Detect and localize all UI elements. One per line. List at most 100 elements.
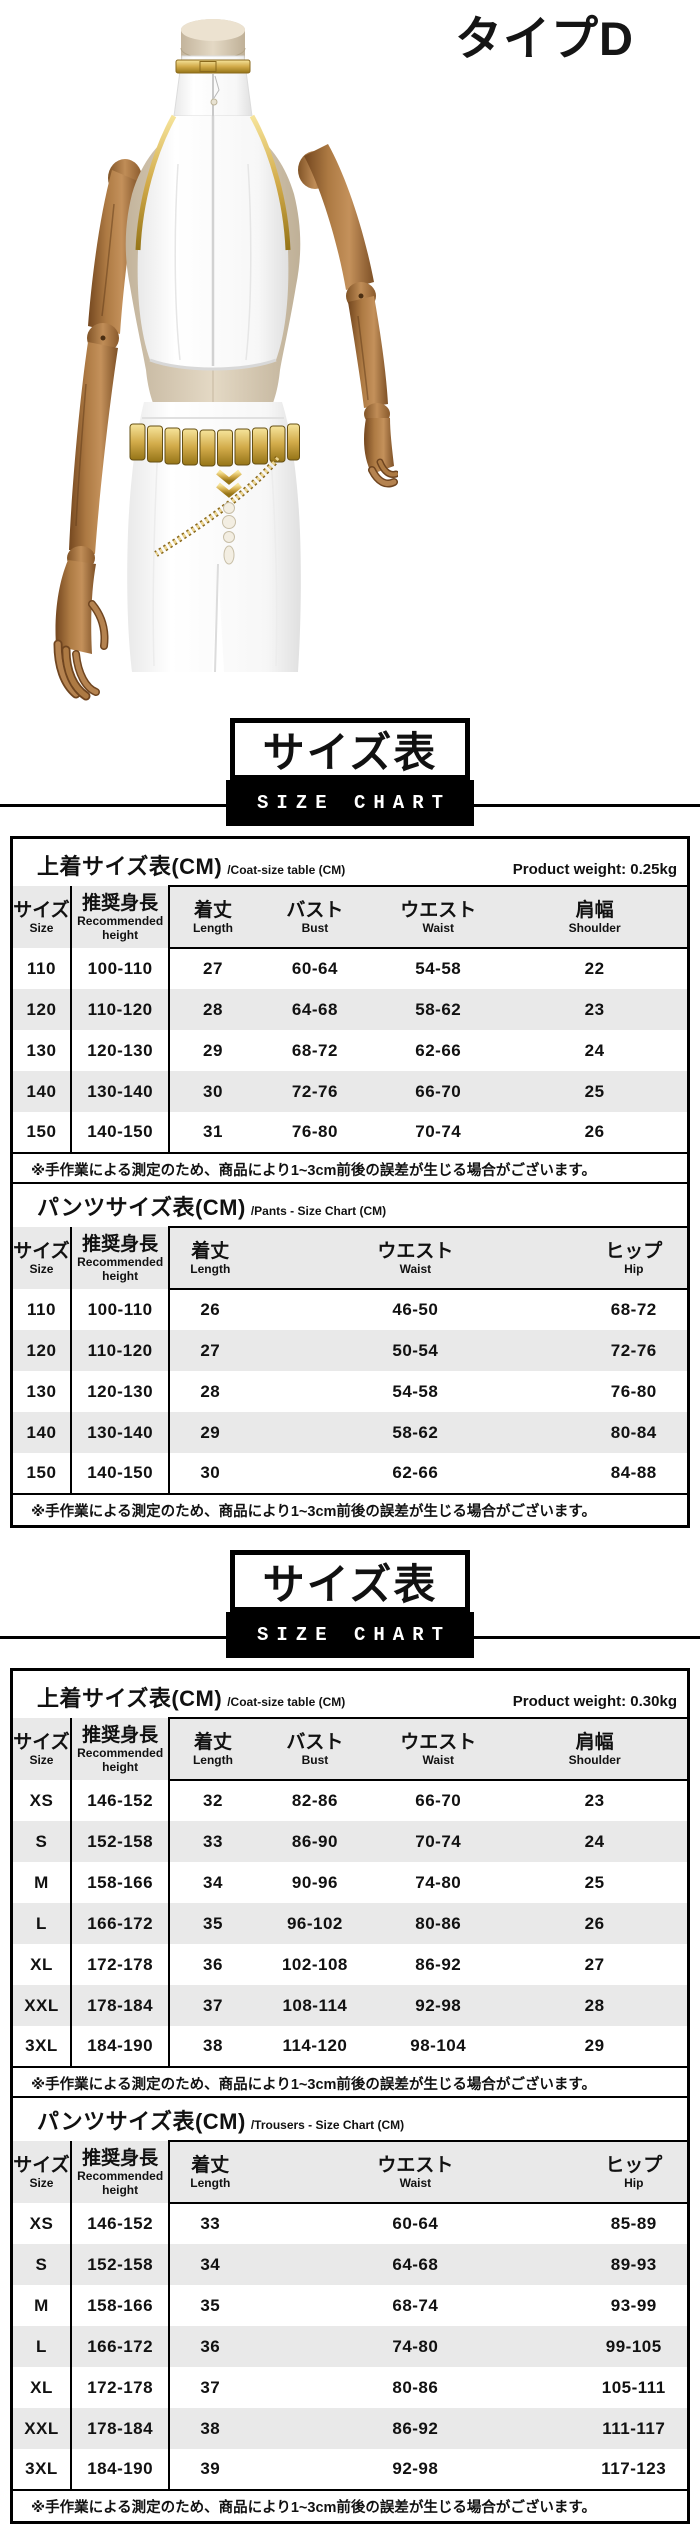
size-cell: 38 bbox=[169, 2026, 256, 2068]
size-cell: 105-111 bbox=[601, 2377, 666, 2397]
size-cell: 28 bbox=[502, 1985, 687, 2026]
header-row: サイズ Size 推奨身長 Recommended height 着丈 Length … bbox=[13, 1226, 687, 1290]
measurement-note: ※手作業による測定のため、商品により1~3cm前後の誤差が生じる場合がございます… bbox=[31, 2500, 596, 2516]
size-row: XXL 178-184 38 86-92 111-117 bbox=[13, 2408, 687, 2449]
gold-plate-belt bbox=[129, 423, 300, 467]
column-header: 着丈 Length bbox=[169, 2140, 251, 2204]
size-cell: 150 bbox=[13, 1112, 72, 1154]
size-cell: 23 bbox=[584, 1791, 605, 1810]
mannequin-photo bbox=[53, 19, 398, 701]
size-cell: 33 bbox=[169, 1821, 256, 1862]
table-title-jp: パンツサイズ表(CM) bbox=[37, 1195, 246, 1220]
size-cell: 102-108 bbox=[281, 1954, 348, 1974]
size-cell: 72-76 bbox=[580, 1330, 687, 1371]
size-row: 3XL 184-190 39 92-98 117-123 bbox=[13, 2449, 687, 2491]
size-row: L 166-172 35 96-102 80-86 26 bbox=[13, 1903, 687, 1944]
size-cell: 24 bbox=[502, 1821, 687, 1862]
column-header: 推奨身長 Recommended height bbox=[70, 1718, 171, 1780]
size-cell: 74-80 bbox=[415, 1872, 462, 1892]
size-cell: M bbox=[13, 2285, 72, 2326]
size-cell: 30 bbox=[169, 1071, 256, 1112]
size-cell: 36 bbox=[203, 1954, 223, 1974]
size-cell: 62-66 bbox=[250, 1453, 581, 1495]
size-cell: 150 bbox=[13, 1453, 72, 1495]
size-chart-banner-2: サイズ表 SIZE CHART bbox=[0, 1550, 700, 1658]
size-cell: 62-66 bbox=[415, 1040, 462, 1060]
mannequin-right-arm bbox=[298, 144, 398, 488]
size-cell: 27 bbox=[169, 1330, 251, 1371]
pants-table-title: パンツサイズ表(CM) /Pants - Size Chart (CM) bbox=[13, 1184, 687, 1226]
size-cell: 178-184 bbox=[70, 1985, 171, 2026]
size-cell: 158-166 bbox=[70, 2285, 171, 2326]
size-cell: 117-123 bbox=[580, 2449, 687, 2491]
size-row: S 152-158 34 64-68 89-93 bbox=[13, 2244, 687, 2285]
size-cell: 84-88 bbox=[580, 1453, 687, 1495]
size-cell: 50-54 bbox=[250, 1330, 581, 1371]
measurement-note: ※手作業による測定のため、商品により1~3cm前後の誤差が生じる場合がございます… bbox=[13, 2068, 687, 2098]
size-cell: 60-64 bbox=[291, 959, 338, 978]
size-cell: 86-90 bbox=[255, 1821, 375, 1862]
size-row: 150 140-150 31 76-80 70-74 26 bbox=[13, 1112, 687, 1154]
size-cell: 38 bbox=[169, 2408, 251, 2449]
size-cell: L bbox=[13, 2326, 72, 2367]
size-cell: 39 bbox=[169, 2449, 251, 2491]
size-cell: 27 bbox=[203, 959, 223, 978]
size-cell: 26 bbox=[502, 1112, 687, 1154]
size-cell: 3XL bbox=[13, 2449, 72, 2491]
size-cell: 172-178 bbox=[70, 2367, 171, 2408]
size-cell: 96-102 bbox=[255, 1903, 375, 1944]
size-cell: 140-150 bbox=[70, 1453, 171, 1495]
table-title-en: /Pants - Size Chart (CM) bbox=[250, 1204, 387, 1218]
size-cell: 130-140 bbox=[70, 1412, 171, 1453]
size-cell: XS bbox=[13, 1780, 72, 1821]
size-row: 150 140-150 30 62-66 84-88 bbox=[13, 1453, 687, 1495]
costume-collar bbox=[173, 55, 253, 117]
size-row: L 166-172 36 74-80 99-105 bbox=[13, 2326, 687, 2367]
column-header: サイズ Size bbox=[13, 886, 72, 948]
size-chart-banner-1: サイズ表 SIZE CHART bbox=[0, 718, 700, 826]
size-cell: 32 bbox=[203, 1791, 223, 1810]
size-cell: 37 bbox=[169, 1985, 256, 2026]
table-title-en: /Trousers - Size Chart (CM) bbox=[250, 2118, 405, 2132]
size-cell: 26 bbox=[200, 1300, 221, 1319]
size-cell: 66-70 bbox=[415, 1791, 462, 1810]
column-header: ウエスト Waist bbox=[374, 885, 503, 949]
size-cell: 120-130 bbox=[70, 1371, 171, 1412]
banner-title-jp: サイズ表 bbox=[262, 1560, 438, 1608]
banner-title-box: サイズ表 bbox=[230, 718, 470, 780]
size-cell: 66-70 bbox=[374, 1071, 503, 1112]
size-cell: 74-80 bbox=[250, 2326, 581, 2367]
size-cell: 25 bbox=[584, 1872, 605, 1892]
banner-title-en: SIZE CHART bbox=[256, 1624, 452, 1646]
size-cell: 146-152 bbox=[70, 1780, 171, 1821]
size-cell: 166-172 bbox=[70, 1903, 171, 1944]
size-section-kids: 上着サイズ表(CM) /Coat-size table (CM) Product… bbox=[10, 836, 690, 1528]
size-cell: 146-152 bbox=[70, 2203, 171, 2244]
size-cell: 68-72 bbox=[610, 1300, 657, 1319]
size-cell: 85-89 bbox=[610, 2214, 657, 2233]
measurement-note: ※手作業による測定のため、商品により1~3cm前後の誤差が生じる場合がございます… bbox=[13, 1154, 687, 1184]
size-row: 3XL 184-190 38 114-120 98-104 29 bbox=[13, 2026, 687, 2068]
size-cell: 184-190 bbox=[70, 2449, 171, 2491]
size-cell: 100-110 bbox=[70, 1289, 171, 1330]
column-header: 推奨身長 Recommended height bbox=[70, 2141, 171, 2203]
banner-title-en: SIZE CHART bbox=[256, 792, 452, 814]
column-header: ヒップ Hip bbox=[580, 2140, 687, 2204]
size-cell: 46-50 bbox=[392, 1300, 439, 1319]
column-header: 肩幅 Shoulder bbox=[502, 1717, 687, 1781]
banner-title-box: サイズ表 bbox=[230, 1550, 470, 1612]
size-cell: 36 bbox=[169, 2326, 251, 2367]
size-cell: 100-110 bbox=[70, 948, 171, 989]
size-cell: 120 bbox=[13, 1330, 72, 1371]
size-row: M 158-166 35 68-74 93-99 bbox=[13, 2285, 687, 2326]
column-header: サイズ Size bbox=[13, 1718, 72, 1780]
size-cell: 25 bbox=[502, 1071, 687, 1112]
column-header: 推奨身長 Recommended height bbox=[70, 886, 171, 948]
size-row: 140 130-140 30 72-76 66-70 25 bbox=[13, 1071, 687, 1112]
column-header: 肩幅 Shoulder bbox=[502, 885, 687, 949]
header-row: サイズ Size 推奨身長 Recommended height 着丈 Length … bbox=[13, 2140, 687, 2204]
banner-title-bar: SIZE CHART bbox=[226, 1612, 474, 1658]
size-cell: 130 bbox=[13, 1371, 72, 1412]
costume-crop-top bbox=[135, 114, 291, 371]
product-photo-area: タイプD bbox=[0, 0, 700, 712]
